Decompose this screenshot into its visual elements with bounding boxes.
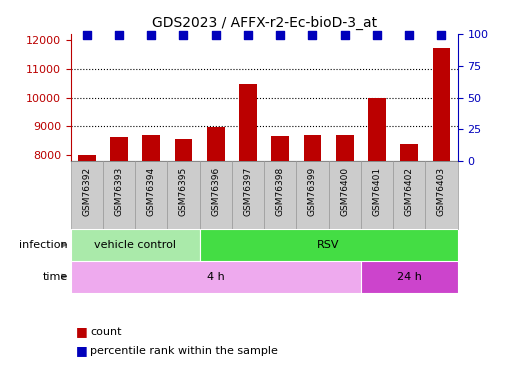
Point [437,32,446,38]
Text: GSM76393: GSM76393 [115,166,123,216]
Point [340,32,349,38]
Bar [135,161,167,229]
Bar [328,161,361,229]
Bar [110,138,128,161]
Point [244,32,252,38]
Text: GSM76394: GSM76394 [147,166,156,216]
Point [405,32,413,38]
Bar [336,135,354,161]
Point [309,32,317,38]
Bar [71,229,200,261]
Bar [78,155,96,161]
Text: 4 h: 4 h [207,272,224,282]
Text: ■: ■ [76,344,87,357]
Text: GSM76392: GSM76392 [82,166,91,216]
Point [115,32,123,38]
Text: 24 h: 24 h [397,272,422,282]
Text: GSM76401: GSM76401 [372,166,381,216]
Text: infection: infection [19,240,68,250]
Bar [401,144,418,161]
Text: GSM76403: GSM76403 [437,166,446,216]
Bar [207,127,224,161]
Bar [271,136,289,161]
Bar [142,135,160,161]
Text: vehicle control: vehicle control [94,240,176,250]
Point [276,32,285,38]
Text: GSM76396: GSM76396 [211,166,220,216]
Bar [264,161,297,229]
Bar [200,161,232,229]
Title: GDS2023 / AFFX-r2-Ec-bioD-3_at: GDS2023 / AFFX-r2-Ec-bioD-3_at [152,16,377,30]
Bar [200,229,458,261]
Bar [361,161,393,229]
Bar [297,161,328,229]
Text: GSM76395: GSM76395 [179,166,188,216]
Bar [71,161,103,229]
Bar [393,161,425,229]
Bar [433,48,450,161]
Bar [103,161,135,229]
Text: GSM76399: GSM76399 [308,166,317,216]
Text: GSM76400: GSM76400 [340,166,349,216]
Bar [232,161,264,229]
Point [179,32,188,38]
Bar [361,261,458,292]
Text: time: time [43,272,68,282]
Bar [239,84,257,161]
Bar [175,139,192,161]
Bar [167,161,200,229]
Point [211,32,220,38]
Point [83,32,91,38]
Text: GSM76402: GSM76402 [405,166,414,216]
Bar [425,161,458,229]
Bar [71,261,361,292]
Point [373,32,381,38]
Text: count: count [90,327,122,337]
Text: GSM76398: GSM76398 [276,166,285,216]
Bar [304,135,321,161]
Text: GSM76397: GSM76397 [244,166,253,216]
Text: percentile rank within the sample: percentile rank within the sample [90,346,278,355]
Text: RSV: RSV [317,240,340,250]
Point [147,32,155,38]
Bar [368,98,386,161]
Text: ■: ■ [76,326,87,338]
